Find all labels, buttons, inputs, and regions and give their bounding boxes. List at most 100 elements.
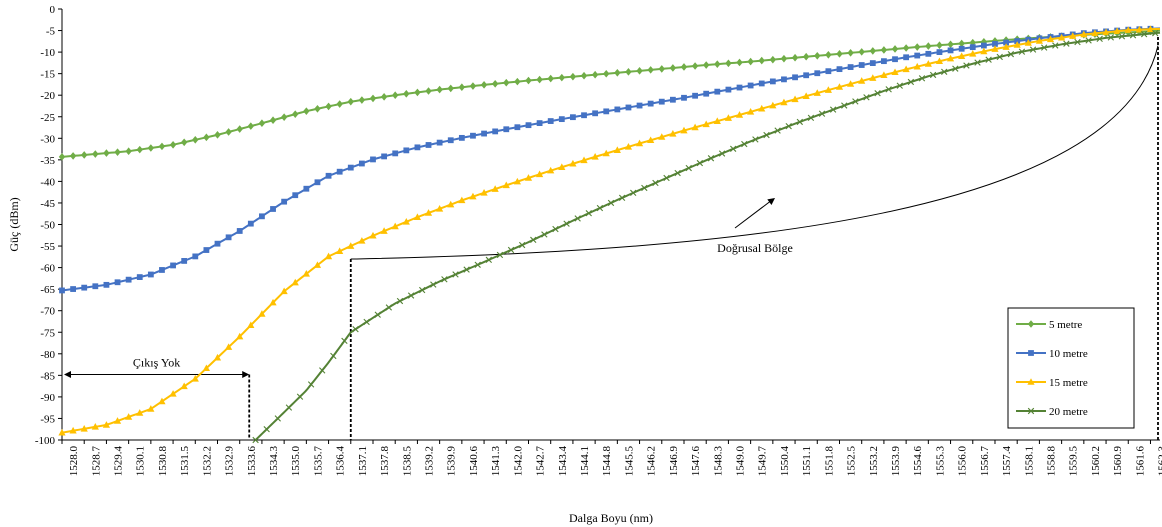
data-point [869, 60, 876, 66]
data-point [474, 261, 481, 268]
data-point [391, 222, 399, 230]
data-point [470, 132, 476, 139]
data-point [658, 98, 665, 105]
data-point [758, 104, 766, 112]
data-point [1107, 34, 1114, 41]
no-output-arrowhead-right [242, 370, 250, 378]
data-point [1069, 32, 1077, 39]
y-tick-label: -100 [35, 435, 56, 447]
data-point [1029, 46, 1037, 53]
data-point [691, 123, 699, 131]
data-point [985, 56, 992, 63]
data-point [747, 107, 755, 115]
x-tick-label: 1536.4 [335, 446, 347, 477]
data-point [1063, 40, 1070, 47]
data-point [247, 122, 255, 130]
data-point [547, 118, 554, 124]
data-point [547, 166, 555, 174]
data-point [485, 256, 493, 264]
data-point [569, 72, 577, 81]
data-point [791, 95, 799, 103]
data-point [192, 136, 199, 144]
x-tick-label: 1529.4 [113, 446, 125, 477]
data-point [136, 274, 143, 280]
legend-label: 5 metre [1049, 319, 1082, 331]
data-point [525, 122, 532, 129]
data-point [881, 58, 887, 65]
data-point [918, 75, 926, 82]
data-point [803, 72, 810, 79]
series-4 [252, 29, 1161, 444]
data-point [1013, 41, 1021, 48]
data-point [1146, 25, 1155, 33]
data-point [969, 44, 976, 51]
data-point [225, 234, 232, 241]
data-point [136, 145, 143, 154]
x-tick-label: 1552.5 [846, 446, 858, 477]
data-point [414, 144, 421, 151]
data-point [902, 65, 910, 73]
data-point [447, 137, 454, 144]
data-point [769, 78, 776, 85]
data-point [813, 89, 821, 96]
data-point [1003, 39, 1009, 46]
data-point [492, 128, 499, 135]
data-point [947, 47, 954, 54]
legend-box [1007, 307, 1135, 429]
data-point [692, 92, 698, 99]
data-point [835, 83, 844, 90]
data-point [80, 424, 88, 432]
data-point [502, 181, 510, 189]
data-point [258, 119, 266, 128]
data-point [125, 147, 132, 156]
data-point [652, 179, 659, 187]
data-point [570, 114, 576, 121]
data-point [802, 92, 810, 99]
data-point [81, 151, 88, 159]
data-point [635, 139, 644, 147]
data-point [347, 164, 354, 171]
data-point [1091, 29, 1099, 37]
data-point [524, 174, 533, 181]
x-tick-label: 1532.9 [224, 446, 236, 477]
data-point [336, 100, 343, 108]
legend-item-2: 10 metre [1016, 348, 1088, 360]
x-tick-label: 1530.1 [135, 446, 147, 476]
data-point [607, 199, 615, 207]
series-line [254, 31, 1161, 441]
data-point [1124, 26, 1132, 33]
data-point [169, 390, 177, 397]
data-point [996, 53, 1003, 61]
data-point [914, 52, 921, 59]
data-point [236, 228, 243, 234]
data-point [247, 220, 254, 227]
data-point [702, 120, 710, 128]
data-point [270, 206, 276, 212]
data-point [92, 150, 99, 158]
data-point [1085, 37, 1092, 44]
data-point [496, 251, 504, 259]
data-point [374, 311, 381, 318]
data-point [558, 73, 566, 82]
data-point [647, 136, 655, 144]
data-point [935, 57, 944, 65]
x-tick-label: 1535.7 [312, 446, 324, 477]
x-tick-label: 1542.7 [535, 446, 547, 477]
legend-item-1: 5 metre [1016, 319, 1082, 331]
data-point [880, 46, 888, 54]
data-point [585, 210, 592, 217]
data-point [963, 62, 970, 69]
data-point [530, 236, 537, 244]
y-tick-label: 0 [50, 4, 56, 16]
data-point [325, 172, 332, 179]
data-point [469, 82, 477, 90]
data-point [114, 148, 121, 156]
data-point [159, 267, 165, 273]
x-tick-label: 1542.0 [512, 446, 524, 477]
data-point [891, 68, 899, 76]
data-point [1007, 50, 1015, 58]
data-point [447, 84, 454, 93]
data-point [714, 60, 721, 68]
data-point [641, 184, 648, 192]
